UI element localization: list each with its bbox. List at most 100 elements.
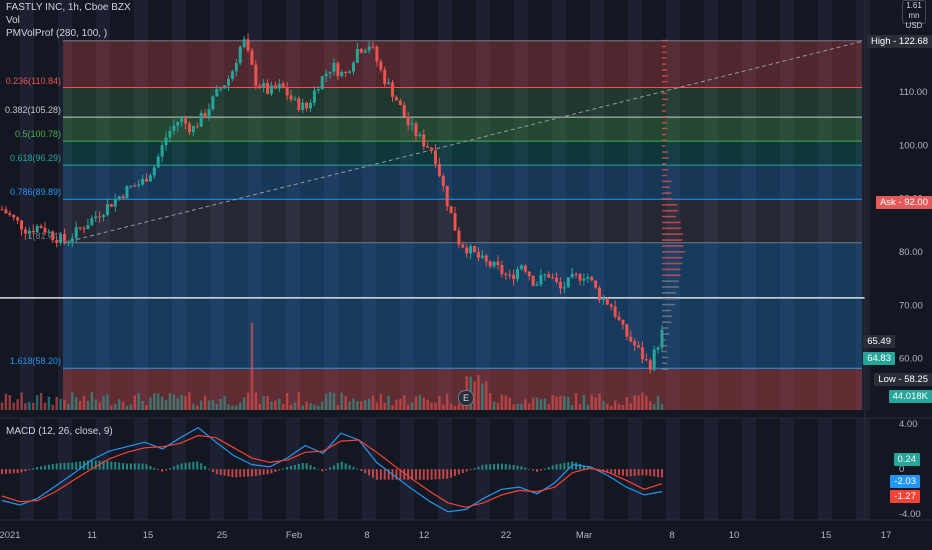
session-stripe	[742, 418, 756, 520]
volume-bar	[160, 396, 164, 410]
volume-bar	[395, 399, 398, 410]
volume-profile-bar	[662, 151, 669, 153]
volume-bar	[422, 397, 425, 410]
volume-tag: 44.018K	[888, 390, 932, 403]
volume-bar	[504, 395, 507, 410]
candle-body	[504, 273, 508, 275]
volume-bar	[297, 392, 301, 410]
time-tick-label: 12	[419, 530, 430, 541]
session-stripe	[134, 0, 148, 410]
volume-profile-bar	[662, 309, 672, 312]
volume-bar	[4, 393, 8, 410]
candle-body	[496, 261, 500, 265]
candle-body	[266, 82, 270, 94]
macd-histogram-bar	[610, 469, 613, 474]
volume-profile-bar	[662, 133, 667, 136]
candle-body	[469, 245, 473, 254]
candle-body	[133, 185, 137, 187]
volume-bar	[133, 395, 136, 410]
volume-bar	[188, 392, 191, 410]
macd-histogram-bar	[512, 465, 515, 470]
price-tick-label: 70.00	[899, 300, 923, 311]
volume-profile-bar	[662, 245, 684, 247]
volume-profile-bar	[662, 157, 669, 159]
candle-body	[74, 227, 78, 239]
macd-histogram-bar	[508, 464, 511, 470]
trend-line	[62, 40, 863, 244]
currency-top: 1.61 mn	[906, 1, 922, 20]
volume-profile-bar	[662, 333, 670, 335]
macd-tick-label: 4.00	[899, 419, 918, 430]
candle-body	[644, 359, 648, 361]
time-tick-label: 8	[669, 530, 674, 541]
volume-profile-bar	[662, 145, 666, 147]
volume-bar	[71, 392, 74, 410]
macd-legend[interactable]: MACD (12, 26, close, 9)	[6, 426, 113, 437]
volume-bar	[82, 395, 86, 410]
volume-bar	[309, 402, 312, 410]
macd-histogram-bar	[336, 463, 339, 470]
candle-body	[426, 146, 430, 148]
candle-body	[187, 123, 191, 133]
candle-body	[31, 230, 35, 233]
fib-zone	[63, 242, 862, 369]
currency-button[interactable]: 1.61 mn USD	[902, 0, 926, 30]
candle-body	[105, 204, 109, 215]
volume-bar	[645, 395, 648, 410]
volume-profile-bar	[662, 92, 667, 95]
volume-bar	[106, 394, 109, 410]
candle-body	[398, 100, 402, 105]
macd-histogram-bar	[79, 461, 82, 470]
macd-histogram-bar	[98, 460, 101, 470]
candle-body	[433, 150, 437, 164]
candle-body	[254, 64, 258, 86]
earnings-badge[interactable]: E	[458, 390, 474, 406]
volume-bar	[426, 399, 429, 410]
volume-bar	[652, 403, 656, 410]
volume-legend[interactable]: Vol	[6, 15, 20, 26]
candle-body	[375, 46, 379, 62]
volume-bar	[528, 403, 531, 410]
candle-body	[598, 287, 602, 300]
candle-body	[449, 206, 453, 214]
candle-body	[117, 196, 121, 200]
macd-histogram-bar	[301, 463, 304, 470]
volume-bar	[606, 403, 609, 410]
volume-bar	[285, 393, 289, 410]
volume-profile-bar	[662, 86, 666, 89]
candle-body	[207, 109, 211, 118]
candle-body	[320, 76, 324, 90]
macd-histogram-bar	[399, 469, 402, 480]
volume-profile-bar	[662, 45, 667, 48]
macd-histogram-bar	[43, 465, 46, 470]
macd-histogram-bar	[625, 469, 628, 477]
candle-body	[285, 87, 289, 96]
macd-histogram-bar	[168, 468, 171, 470]
macd-histogram-bar	[528, 468, 531, 470]
candle-body	[305, 102, 309, 109]
session-stripe	[248, 0, 262, 410]
volume-bar	[24, 403, 27, 410]
session-stripe	[400, 418, 414, 520]
macd-histogram-bar	[258, 469, 261, 476]
volume-bar	[332, 393, 336, 410]
volume-bar	[613, 400, 617, 410]
volume-bar	[223, 395, 226, 410]
volume-bar	[660, 404, 664, 410]
macd-histogram-bar	[360, 469, 363, 472]
macd-histogram-bar	[520, 466, 523, 470]
volume-bar	[215, 403, 218, 410]
macd-histogram-bar	[286, 466, 289, 470]
fib-zone	[63, 165, 862, 200]
candle-body	[250, 50, 254, 65]
candle-body	[519, 265, 523, 270]
macd-histogram-bar	[645, 469, 648, 476]
candle-body	[125, 186, 129, 199]
candle-body	[4, 209, 8, 214]
fib-zone	[63, 117, 862, 142]
macd-histogram-bar	[118, 462, 121, 470]
indicator-legend[interactable]: PMVolProf (280, 100, )	[6, 28, 108, 39]
volume-bar	[176, 398, 179, 410]
macd-histogram-bar	[489, 464, 492, 470]
